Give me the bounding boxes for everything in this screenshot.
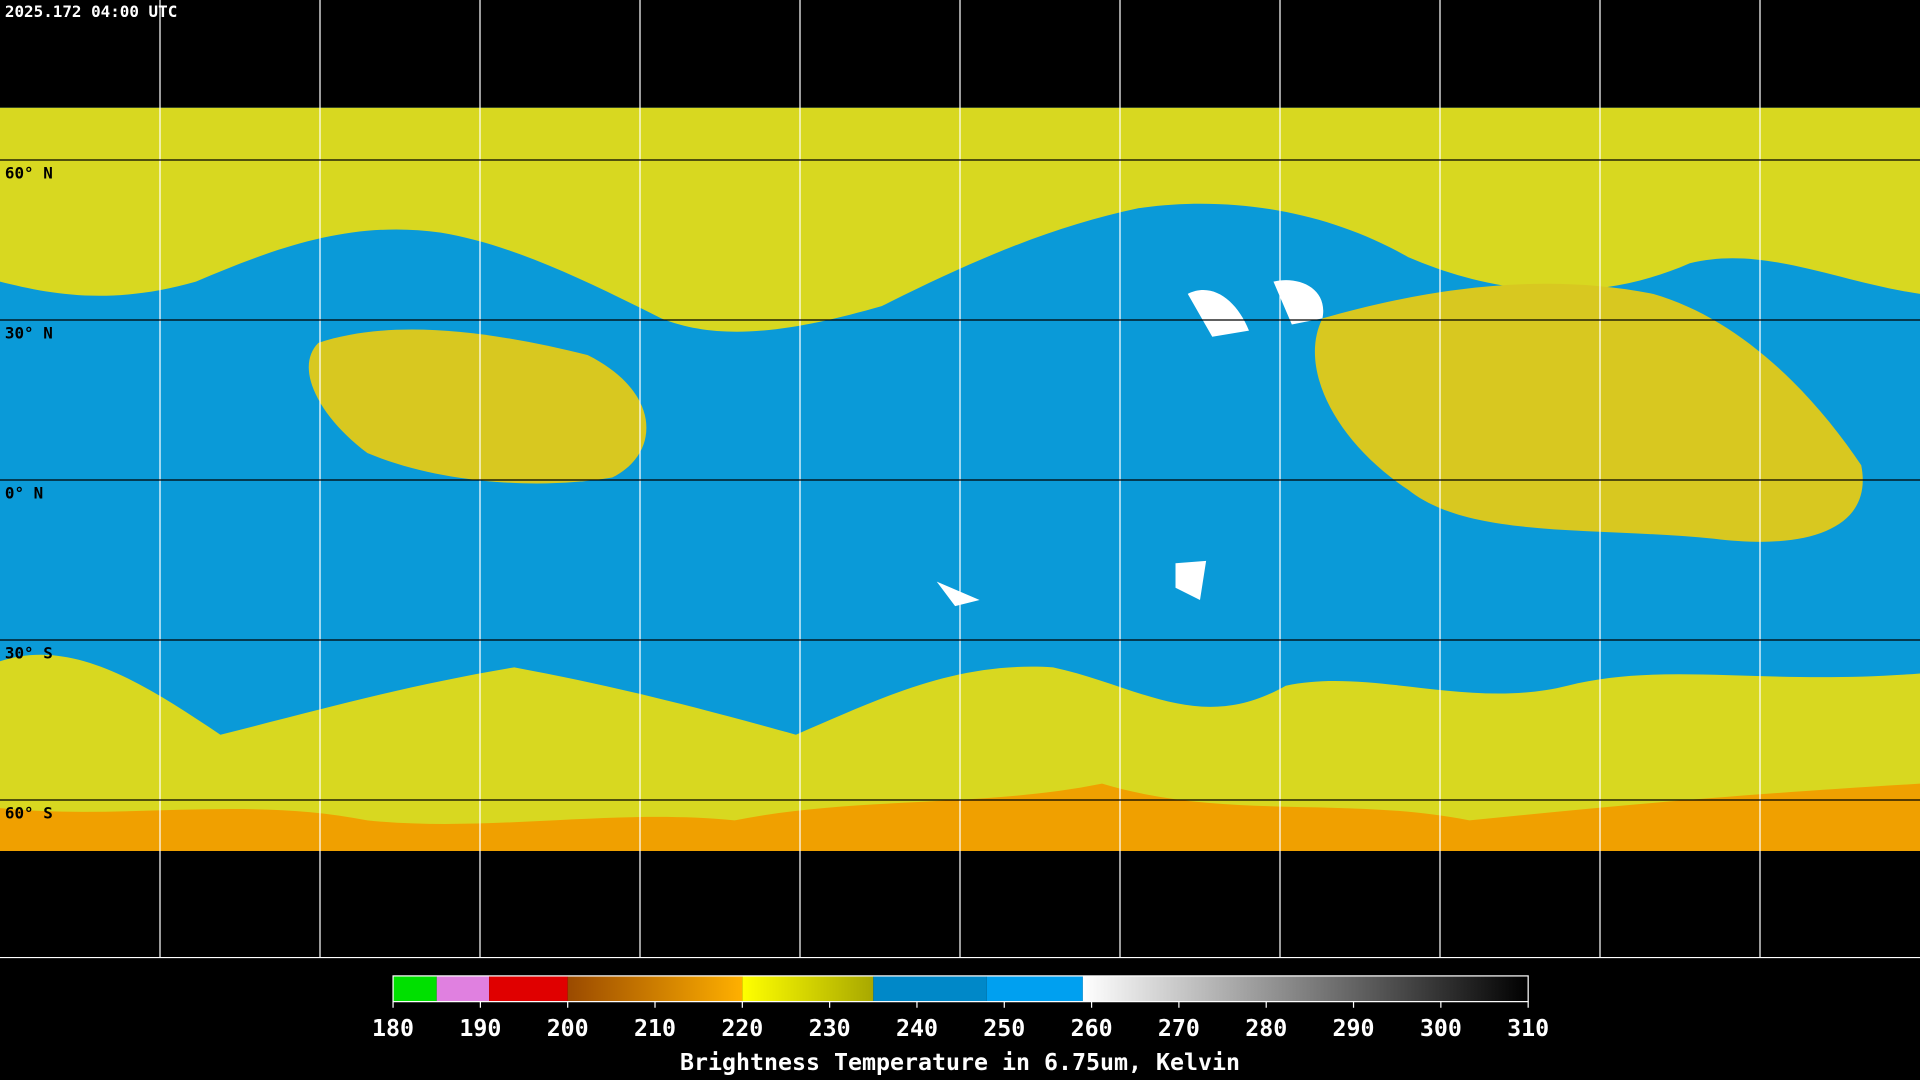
latitude-label: 0° N — [5, 483, 43, 502]
colorbar-tick-label: 310 — [1507, 1015, 1549, 1042]
colorbar-title: Brightness Temperature in 6.75um, Kelvin — [680, 1049, 1240, 1076]
colorbar-segment — [1082, 975, 1529, 1002]
latitude-label: 60° S — [5, 803, 53, 822]
colorbar-segment — [436, 975, 490, 1002]
colorbar: 180 190 200 210 220 230 240 250 260 270 280 290 300 3… — [372, 975, 1549, 1042]
colorbar-tick-label: 210 — [634, 1015, 676, 1042]
latitude-label: 30° N — [5, 323, 53, 342]
colorbar-segment — [489, 975, 568, 1002]
colorbar-tick-label: 280 — [1245, 1015, 1287, 1042]
colorbar-tick-label: 270 — [1158, 1015, 1200, 1042]
colorbar-frame — [392, 975, 1529, 1003]
colorbar-tick-label: 260 — [1071, 1015, 1113, 1042]
colorbar-tick-label: 200 — [547, 1015, 589, 1042]
colorbar-tick-label: 300 — [1420, 1015, 1462, 1042]
grid: 60° N 30° N 0° N 30° S 60° S — [0, 0, 1920, 959]
moist-america — [308, 329, 647, 484]
colorbar-segment — [742, 975, 874, 1002]
colorbar-tick-label: 230 — [809, 1015, 851, 1042]
colorbar-segment — [986, 975, 1083, 1002]
colorbar-tick-label: 240 — [896, 1015, 938, 1042]
colorbar-segment — [393, 975, 437, 1002]
colorbar-segment — [873, 975, 987, 1002]
colorbar-tick-label: 250 — [983, 1015, 1025, 1042]
latitude-label: 60° N — [5, 163, 53, 182]
latitude-label: 30° S — [5, 643, 53, 662]
moist-asia — [1314, 283, 1863, 542]
colorbar-tick-label: 190 — [459, 1015, 501, 1042]
timestamp: 2025.172 04:00 UTC — [5, 2, 177, 21]
colorbar-tick-label: 290 — [1333, 1015, 1375, 1042]
colorbar-segment — [567, 975, 743, 1002]
colorbar-tick-label: 220 — [721, 1015, 763, 1042]
colorbar-tick-label: 180 — [372, 1015, 414, 1042]
